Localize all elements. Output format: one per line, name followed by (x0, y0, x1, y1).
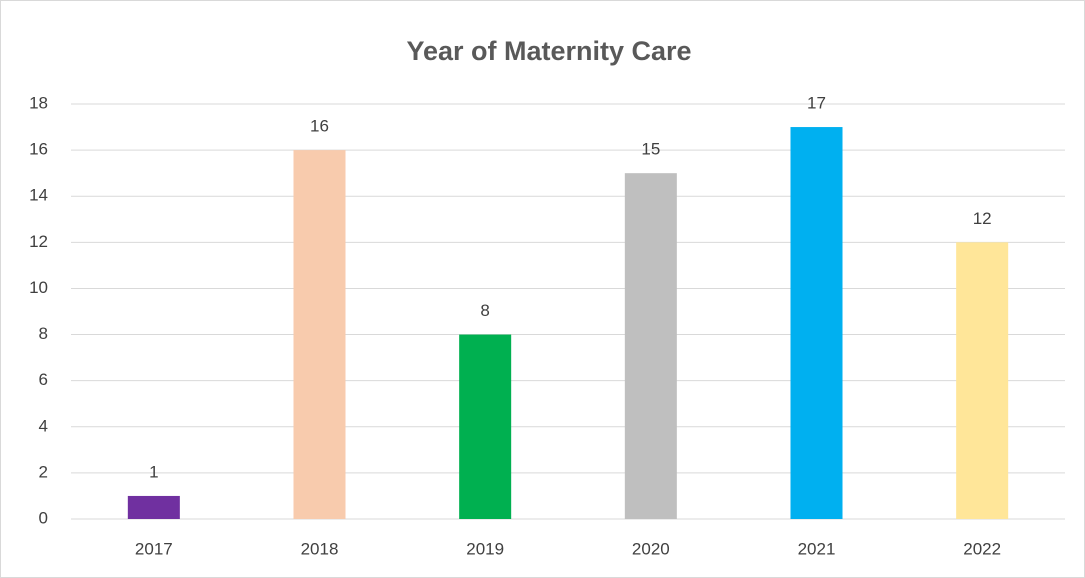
x-tick-label: 2018 (301, 539, 339, 558)
y-tick-label: 8 (39, 324, 48, 343)
y-tick-label: 6 (39, 370, 48, 389)
x-tick-label: 2019 (466, 539, 504, 558)
y-tick-label: 16 (29, 140, 48, 159)
bar (459, 334, 512, 519)
bar (624, 173, 677, 519)
y-tick-label: 12 (29, 232, 48, 251)
y-tick-label: 14 (29, 186, 48, 205)
x-tick-label: 2021 (798, 539, 836, 558)
data-label: 12 (973, 209, 992, 228)
y-tick-label: 18 (29, 93, 48, 112)
y-tick-label: 10 (29, 278, 48, 297)
bar (790, 127, 843, 520)
x-tick-label: 2020 (632, 539, 670, 558)
x-tick-label: 2017 (135, 539, 173, 558)
bar (127, 495, 180, 519)
data-label: 8 (480, 301, 489, 320)
data-label: 15 (641, 140, 660, 159)
y-tick-label: 0 (39, 508, 48, 527)
bar (956, 242, 1009, 520)
data-label: 1 (149, 462, 158, 481)
y-tick-label: 2 (39, 462, 48, 481)
y-tick-label: 4 (39, 416, 48, 435)
bar (293, 150, 346, 519)
data-label: 16 (310, 117, 329, 136)
chart-title: Year of Maternity Care (406, 36, 691, 66)
data-label: 17 (807, 94, 826, 113)
x-tick-label: 2022 (963, 539, 1001, 558)
